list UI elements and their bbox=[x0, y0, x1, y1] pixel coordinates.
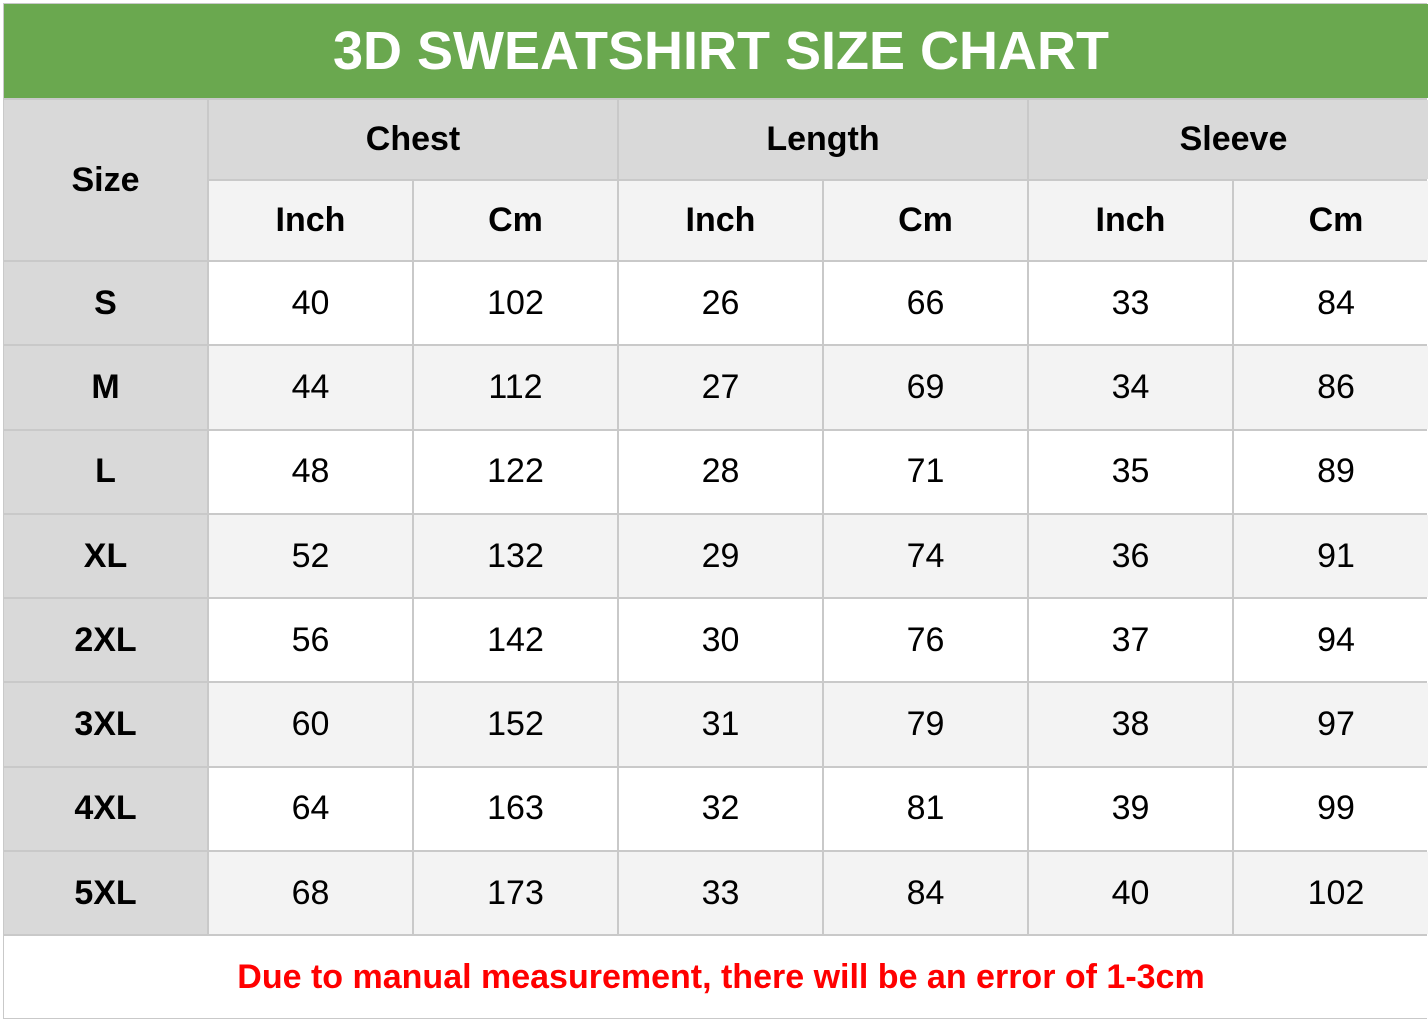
size-label: M bbox=[4, 346, 207, 429]
table-cell: 26 bbox=[619, 262, 822, 345]
table-cell: 34 bbox=[1029, 346, 1232, 429]
table-title: 3D SWEATSHIRT SIZE CHART bbox=[4, 4, 1428, 98]
table-cell: 91 bbox=[1234, 514, 1428, 598]
group-header-sleeve: Sleeve bbox=[1029, 100, 1428, 179]
size-label: S bbox=[4, 262, 207, 345]
table-cell: 102 bbox=[414, 262, 617, 345]
table-cell: 163 bbox=[414, 767, 617, 851]
table-cell: 173 bbox=[414, 852, 617, 935]
table-cell: 37 bbox=[1029, 599, 1232, 682]
group-header-chest: Chest bbox=[209, 100, 617, 179]
size-label: 2XL bbox=[4, 599, 207, 682]
table-cell: 122 bbox=[414, 430, 617, 513]
table-cell: 28 bbox=[619, 430, 822, 513]
table-cell: 30 bbox=[619, 599, 822, 682]
table-cell: 40 bbox=[209, 262, 412, 345]
size-label: 3XL bbox=[4, 683, 207, 766]
table-cell: 66 bbox=[824, 262, 1027, 345]
table-cell: 56 bbox=[209, 599, 412, 682]
table-cell: 69 bbox=[824, 346, 1027, 429]
table-cell: 86 bbox=[1234, 346, 1428, 429]
table-cell: 36 bbox=[1029, 514, 1232, 598]
table-cell: 52 bbox=[209, 514, 412, 598]
table-cell: 33 bbox=[1029, 262, 1232, 345]
table-cell: 44 bbox=[209, 346, 412, 429]
unit-header: Cm bbox=[1234, 181, 1428, 260]
table-cell: 76 bbox=[824, 599, 1027, 682]
table-cell: 71 bbox=[824, 430, 1027, 513]
unit-header: Inch bbox=[619, 181, 822, 260]
table-cell: 29 bbox=[619, 514, 822, 598]
size-label: 4XL bbox=[4, 767, 207, 851]
table-cell: 27 bbox=[619, 346, 822, 429]
table-cell: 132 bbox=[414, 514, 617, 598]
table-cell: 68 bbox=[209, 852, 412, 935]
unit-header: Inch bbox=[1029, 181, 1232, 260]
table-cell: 31 bbox=[619, 683, 822, 766]
table-cell: 94 bbox=[1234, 599, 1428, 682]
measurement-note: Due to manual measurement, there will be… bbox=[4, 936, 1428, 1019]
unit-header: Cm bbox=[824, 181, 1027, 260]
table-cell: 142 bbox=[414, 599, 617, 682]
table-cell: 81 bbox=[824, 767, 1027, 851]
size-label: 5XL bbox=[4, 852, 207, 935]
table-cell: 97 bbox=[1234, 683, 1428, 766]
table-cell: 74 bbox=[824, 514, 1027, 598]
size-label: L bbox=[4, 430, 207, 513]
table-cell: 32 bbox=[619, 767, 822, 851]
table-cell: 102 bbox=[1234, 852, 1428, 935]
size-chart-table: 3D SWEATSHIRT SIZE CHART Size Chest Leng… bbox=[3, 3, 1428, 1019]
table-cell: 79 bbox=[824, 683, 1027, 766]
table-cell: 35 bbox=[1029, 430, 1232, 513]
size-header: Size bbox=[4, 100, 207, 260]
unit-header: Cm bbox=[414, 181, 617, 260]
table-cell: 33 bbox=[619, 852, 822, 935]
table-cell: 60 bbox=[209, 683, 412, 766]
table-cell: 40 bbox=[1029, 852, 1232, 935]
table-cell: 152 bbox=[414, 683, 617, 766]
group-header-length: Length bbox=[619, 100, 1027, 179]
table-cell: 39 bbox=[1029, 767, 1232, 851]
table-cell: 84 bbox=[824, 852, 1027, 935]
table-cell: 64 bbox=[209, 767, 412, 851]
table-cell: 38 bbox=[1029, 683, 1232, 766]
table-cell: 89 bbox=[1234, 430, 1428, 513]
unit-header: Inch bbox=[209, 181, 412, 260]
table-cell: 99 bbox=[1234, 767, 1428, 851]
table-cell: 112 bbox=[414, 346, 617, 429]
table-cell: 48 bbox=[209, 430, 412, 513]
table-cell: 84 bbox=[1234, 262, 1428, 345]
size-label: XL bbox=[4, 514, 207, 598]
